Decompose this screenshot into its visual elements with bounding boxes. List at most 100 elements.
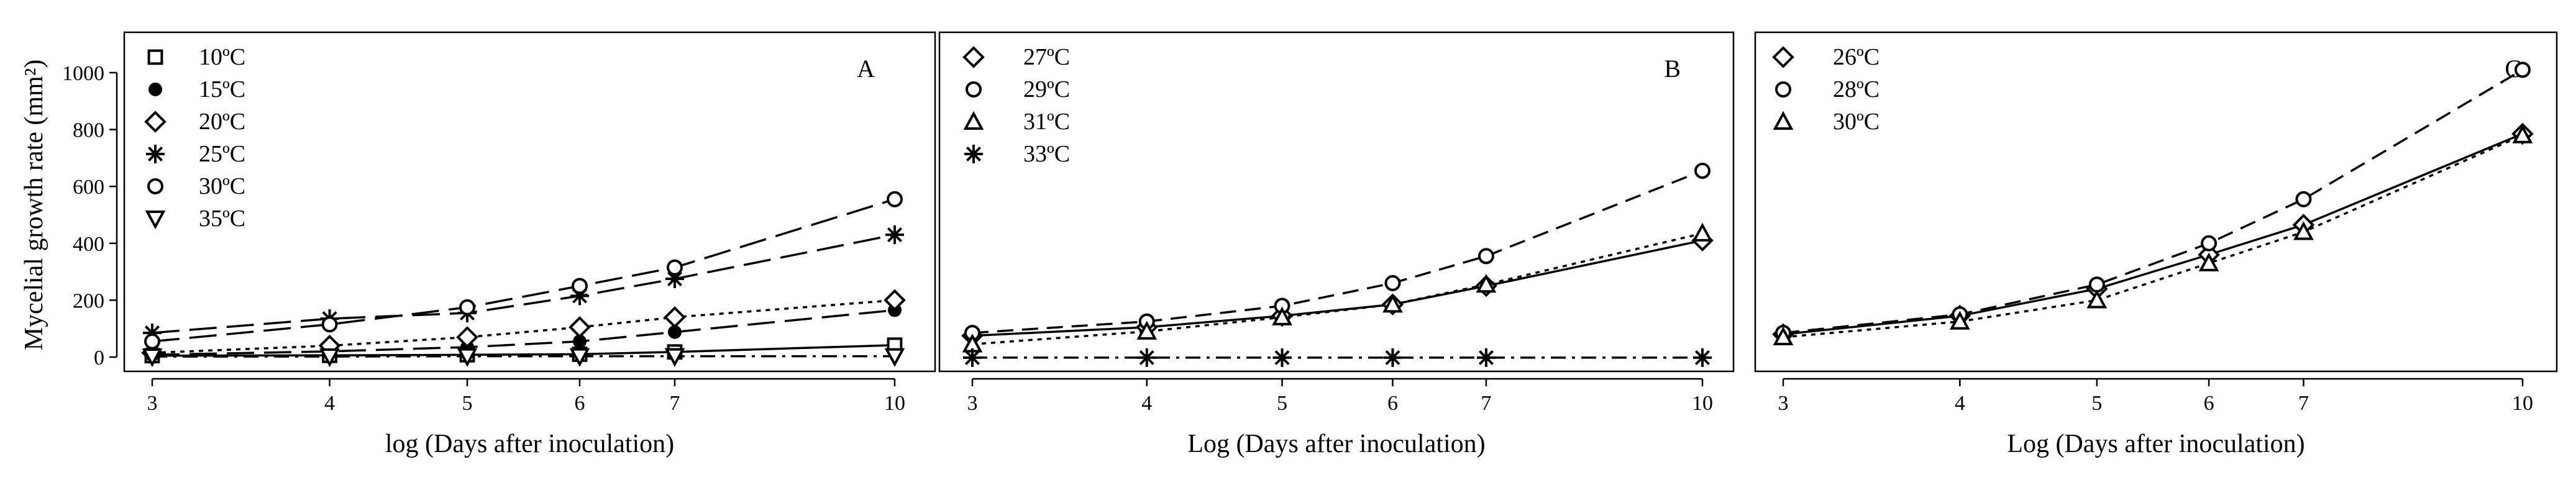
data-point [142, 348, 163, 368]
series-line [152, 344, 895, 357]
legend-marker [963, 111, 984, 130]
data-point [569, 316, 591, 338]
data-point [1478, 248, 1494, 265]
panels: 3 4 5 6 7 10 log (Days after inoculation) 0 200 4… [62, 31, 2558, 458]
data-point [1382, 294, 1403, 313]
x-tick-label: 6 [1387, 392, 1398, 415]
data-point [887, 191, 903, 207]
data-point [2088, 276, 2105, 293]
legend-label: 33ºC [1023, 141, 1070, 167]
legend-marker [147, 49, 163, 65]
legend-label: 27ºC [1023, 44, 1070, 70]
series-26c [1772, 122, 2534, 346]
x-tick-label: 6 [2204, 392, 2214, 415]
legend-label: 29ºC [1023, 76, 1070, 102]
series-line [1783, 132, 2523, 336]
x-tick-label: 5 [2091, 392, 2102, 415]
legend-label: 30ºC [199, 173, 245, 199]
data-point [144, 333, 160, 350]
series-10c [144, 337, 903, 364]
x-tick-label: 4 [1955, 392, 1965, 415]
data-point [2293, 221, 2314, 240]
legend-label: 28ºC [1833, 76, 1879, 102]
x-tick-label: 3 [1778, 392, 1789, 415]
y-tick-label: 0 [94, 347, 104, 369]
data-point [456, 326, 478, 348]
x-tick-label: 10 [884, 392, 905, 415]
data-point [2514, 61, 2531, 78]
series-28c [1775, 61, 2531, 342]
legend-label: 30ºC [1833, 109, 1879, 135]
data-point [1136, 320, 1158, 340]
series-line [972, 170, 1703, 334]
series-15c [145, 303, 902, 362]
data-point [1694, 163, 1710, 179]
series-line [972, 232, 1703, 346]
x-tick-label: 7 [669, 392, 680, 415]
y-tick-label: 200 [73, 289, 104, 312]
x-axis-title: Log (Days after inoculation) [1187, 430, 1485, 458]
x-tick-label: 7 [2298, 392, 2309, 415]
data-point [2086, 289, 2108, 309]
data-point [571, 278, 588, 294]
legend-label: 35ºC [199, 206, 245, 232]
x-tick-label: 3 [147, 392, 158, 415]
y-tick-label: 800 [73, 119, 104, 142]
legend-marker [964, 145, 983, 163]
data-point [1383, 348, 1402, 367]
legend-marker [1772, 46, 1794, 68]
data-point [1272, 306, 1292, 325]
series-31c [962, 222, 1713, 353]
series-line [152, 233, 895, 334]
data-point [1692, 222, 1713, 242]
x-tick-label: 6 [574, 392, 585, 415]
y-tick-label: 400 [73, 233, 104, 256]
x-tick-label: 10 [2512, 392, 2533, 415]
data-point [321, 316, 338, 333]
data-point [666, 259, 683, 276]
series-30c [144, 191, 903, 350]
panel-a: 3 4 5 6 7 10 log (Days after inoculation) 0 200 4… [62, 31, 936, 458]
x-tick-label: 5 [1277, 392, 1287, 415]
legend-marker [145, 210, 166, 230]
data-point [963, 348, 982, 367]
data-point [570, 286, 589, 306]
series-line [1783, 68, 2523, 334]
data-point [2512, 124, 2533, 143]
legend-marker [147, 178, 163, 194]
series-25c [143, 225, 904, 343]
legend-label: 31ºC [1023, 109, 1070, 135]
data-point [884, 289, 906, 312]
data-point [885, 225, 904, 245]
data-point [1476, 348, 1496, 367]
legend-marker [962, 46, 985, 68]
x-axis-title: log (Days after inoculation) [385, 430, 674, 458]
series-line [152, 198, 895, 343]
data-point [1476, 274, 1497, 293]
legend-label: 25ºC [199, 141, 245, 167]
x-tick-label: 5 [462, 392, 473, 415]
data-point [1773, 326, 1794, 345]
legend-label: 10ºC [199, 44, 245, 70]
legend-marker [1773, 111, 1794, 130]
legend-label: 20ºC [199, 109, 245, 135]
panel-b: 3 4 5 6 7 10 Log (Days after inoculation) B 27ºC… [938, 31, 1735, 458]
data-point [664, 306, 686, 329]
x-tick-label: 10 [1692, 392, 1713, 415]
data-point [2295, 191, 2312, 207]
data-point [1693, 348, 1712, 367]
series-29c [964, 163, 1710, 342]
series-line [1783, 134, 2523, 338]
data-point [459, 299, 476, 315]
x-tick-label: 3 [967, 392, 978, 415]
data-point [1272, 348, 1292, 367]
x-tick-label: 4 [1141, 392, 1152, 415]
x-axis-title: Log (Days after inoculation) [2007, 430, 2304, 458]
data-point [1384, 274, 1401, 291]
plot-frame [1754, 31, 2558, 373]
panel-letter: B [1664, 55, 1681, 83]
y-tick-label: 1000 [62, 62, 104, 85]
legend-marker [966, 81, 982, 97]
